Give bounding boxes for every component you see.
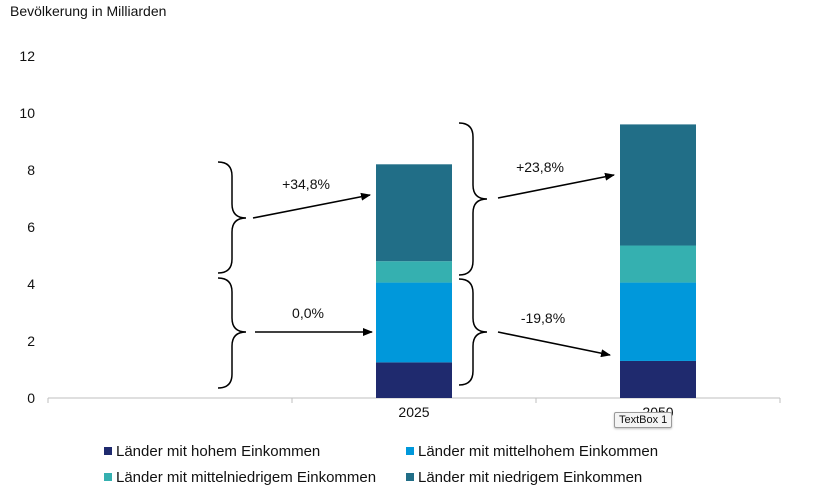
y-tick-label: 2 [27,333,35,349]
legend-item: Länder mit mittelhohem Einkommen [406,443,658,460]
x-tick-label: 2025 [398,404,429,420]
annotation-label: +34,8% [282,176,330,192]
y-tick-label: 6 [27,219,35,235]
bar-segment [376,362,452,398]
legend-item: Länder mit hohem Einkommen [104,443,406,460]
brace-upper-right [458,122,488,276]
bar-segment [620,282,696,361]
legend-item: Länder mit niedrigem Einkommen [406,469,642,486]
legend: Länder mit hohem Einkommen Länder mit mi… [104,438,724,490]
legend-label: Länder mit mittelniedrigem Einkommen [116,468,377,486]
y-tick-label: 8 [27,162,35,178]
y-tick-labels: 0 2 4 6 8 10 12 [19,48,35,406]
bar-segment [376,261,452,283]
arrow-high-2025 [252,192,371,219]
legend-label: Länder mit niedrigem Einkommen [418,468,643,486]
bar-segment [620,360,696,398]
legend-swatch [406,473,414,481]
y-tick-label: 4 [27,276,35,292]
brace-lower-right [458,278,488,386]
legend-item: Länder mit mittelniedrigem Einkommen [104,469,406,486]
x-tick-marks [47,398,781,403]
brace-lower-left [217,277,247,389]
y-tick-label: 10 [19,105,35,121]
bar-segment [376,164,452,262]
annotation-label: 0,0% [292,305,324,321]
bar-segment [620,245,696,283]
legend-swatch [104,473,112,481]
annotation-label: -19,8% [521,310,565,326]
bars [376,124,696,398]
bar-segment [620,124,696,246]
arrow-high-2050 [497,172,615,199]
brace-upper-left [217,161,247,274]
y-tick-label: 12 [19,48,35,64]
legend-swatch [104,447,112,455]
arrow-low-2050 [497,331,611,358]
y-axis-title: Bevölkerung in Milliarden [10,3,166,19]
annotation-label: +23,8% [516,159,564,175]
textbox-tooltip: TextBox 1 [614,412,673,428]
legend-label: Länder mit mittelhohem Einkommen [418,442,659,460]
bar-segment [376,282,452,363]
legend-label: Länder mit hohem Einkommen [116,442,321,460]
y-tick-label: 0 [27,390,35,406]
legend-swatch [406,447,414,455]
